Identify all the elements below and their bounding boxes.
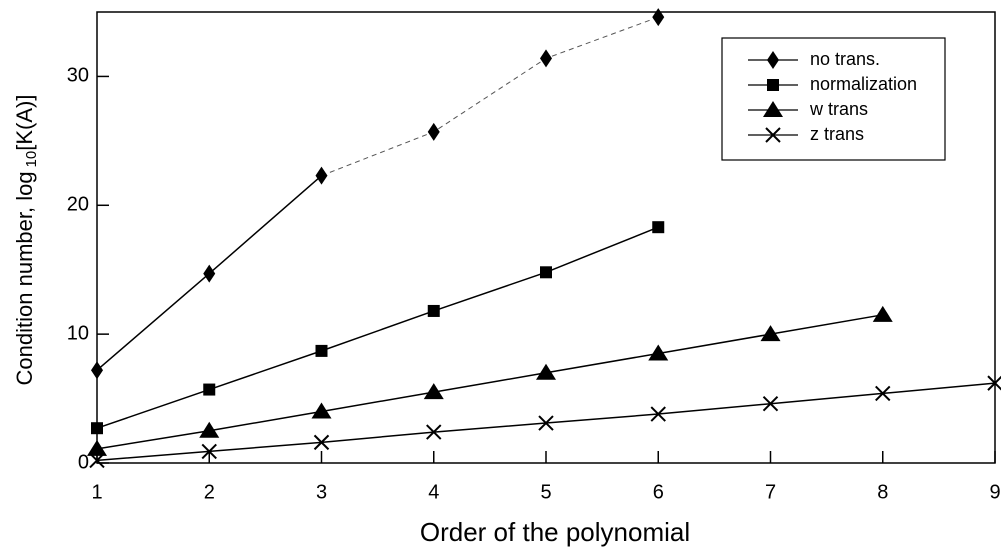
legend-label: normalization — [810, 74, 917, 94]
marker — [87, 439, 107, 456]
y-label-end: [K(A)] — [12, 95, 37, 151]
marker — [313, 434, 330, 451]
series-line-dashed — [321, 16, 659, 177]
y-tick-label: 10 — [67, 322, 89, 344]
marker — [767, 51, 779, 69]
legend-label: w trans — [809, 99, 868, 119]
marker — [538, 415, 554, 431]
x-tick-label: 9 — [989, 481, 1000, 503]
x-tick-label: 8 — [877, 481, 888, 503]
legend-box — [721, 37, 946, 161]
marker — [199, 421, 220, 438]
marker — [872, 305, 893, 322]
y-label-main: Condition number, log — [12, 171, 37, 385]
x-tick-label: 4 — [428, 481, 439, 503]
marker — [760, 325, 781, 342]
marker — [540, 266, 552, 279]
x-tick-label: 6 — [653, 481, 664, 503]
marker — [203, 383, 216, 396]
marker — [652, 221, 665, 234]
marker — [875, 385, 891, 402]
marker — [423, 383, 444, 400]
marker — [311, 402, 332, 419]
x-tick-label: 2 — [204, 481, 215, 503]
marker — [203, 264, 216, 283]
marker — [536, 363, 556, 380]
marker — [652, 8, 665, 27]
y-label-sub: 10 — [23, 151, 40, 168]
legend-label: z trans — [810, 124, 864, 144]
legend-label: no trans. — [810, 49, 880, 69]
x-tick-label: 5 — [540, 481, 551, 503]
marker — [540, 49, 552, 68]
marker — [426, 424, 442, 440]
marker — [987, 375, 1001, 391]
x-axis-label: Order of the polynomial — [420, 517, 690, 547]
x-tick-label: 3 — [316, 481, 327, 503]
marker — [765, 127, 781, 143]
marker — [763, 101, 783, 117]
marker — [91, 422, 103, 435]
series-line — [96, 226, 659, 429]
marker — [427, 122, 440, 141]
x-tick-label: 1 — [91, 481, 102, 503]
marker — [767, 79, 779, 91]
marker — [89, 452, 105, 469]
marker — [315, 166, 328, 185]
y-tick-label: 30 — [67, 65, 89, 87]
marker — [201, 443, 217, 460]
y-tick-label: 0 — [78, 451, 89, 473]
x-tick-label: 7 — [765, 481, 776, 503]
legend: no trans. normalization w trans z trans — [721, 37, 946, 161]
marker — [648, 344, 669, 361]
series-line — [96, 314, 883, 450]
marker — [91, 361, 103, 380]
marker — [315, 344, 328, 357]
y-tick-label: 20 — [67, 194, 89, 216]
y-axis-label: Condition number, log 10[K(A)] — [12, 95, 40, 386]
marker — [762, 396, 779, 412]
marker — [427, 304, 440, 317]
marker — [650, 406, 666, 422]
